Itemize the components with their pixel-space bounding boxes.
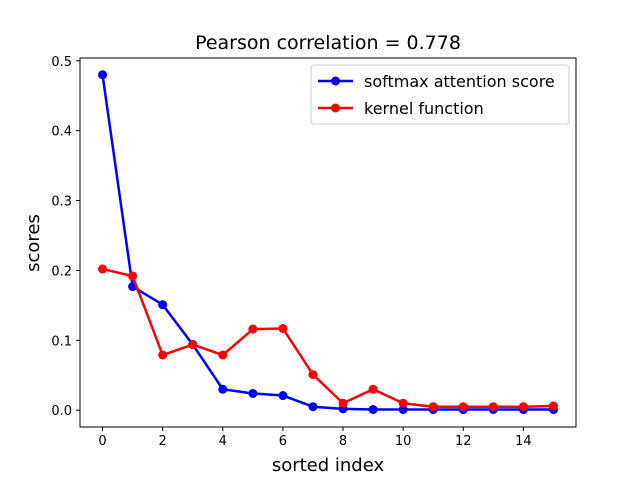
y-tick-label: 0.4 [51,125,72,140]
data-point-softmax-attention-score [218,384,228,394]
x-tick-label: 4 [219,434,227,449]
data-point-kernel-function [308,370,318,380]
legend-label-softmax-attention-score: softmax attention score [364,72,555,91]
data-point-kernel-function [428,402,438,412]
y-tick-label: 0.3 [51,195,72,210]
series-line-softmax-attention-score [101,74,554,411]
y-tick-label: 0.0 [51,404,72,419]
data-point-kernel-function [218,350,228,360]
x-tick-label: 14 [515,434,532,449]
data-point-kernel-function [188,340,198,350]
data-point-kernel-function [488,402,498,412]
y-axis-label: scores [23,214,44,272]
data-point-kernel-function [458,402,468,412]
x-axis: 0 2 4 6 8 10 12 14 [98,427,532,449]
legend-box [310,64,570,125]
data-point-softmax-attention-score [248,388,258,398]
y-axis: 0.0 0.1 0.2 0.3 0.4 0.5 [51,55,80,419]
data-point-kernel-function [158,350,168,360]
data-point-kernel-function [98,264,108,274]
x-tick-label: 2 [159,434,167,449]
data-point-softmax-attention-score [398,405,408,415]
y-tick-label: 0.1 [51,334,72,349]
chart-title: Pearson correlation = 0.778 [195,32,461,54]
legend-marker-kernel-function [331,103,340,113]
data-point-kernel-function [128,271,138,281]
data-point-softmax-attention-score [368,405,378,415]
data-point-kernel-function [548,401,558,411]
legend-marker-softmax-attention-score [331,76,340,86]
x-tick-label: 12 [455,434,472,449]
legend-label-kernel-function: kernel function [364,99,484,118]
x-tick-label: 10 [395,434,412,449]
data-point-softmax-attention-score [278,391,288,401]
series-line-kernel-function [102,267,554,408]
x-tick-label: 0 [98,434,106,449]
data-point-kernel-function [338,398,348,408]
x-tick-label: 6 [279,434,287,449]
series-layer [98,70,558,415]
legend: softmax attention score kernel function [310,64,570,125]
y-tick-label: 0.2 [51,264,72,279]
data-point-softmax-attention-score [98,70,108,80]
data-point-softmax-attention-score [158,300,168,310]
data-point-kernel-function [368,384,378,394]
x-axis-label: sorted index [272,455,385,476]
data-point-kernel-function [518,402,528,412]
y-tick-label: 0.5 [51,55,72,70]
data-point-kernel-function [248,324,258,334]
data-point-kernel-function [398,398,408,408]
data-point-softmax-attention-score [308,402,318,412]
x-tick-label: 8 [339,434,347,449]
data-point-kernel-function [278,323,288,333]
